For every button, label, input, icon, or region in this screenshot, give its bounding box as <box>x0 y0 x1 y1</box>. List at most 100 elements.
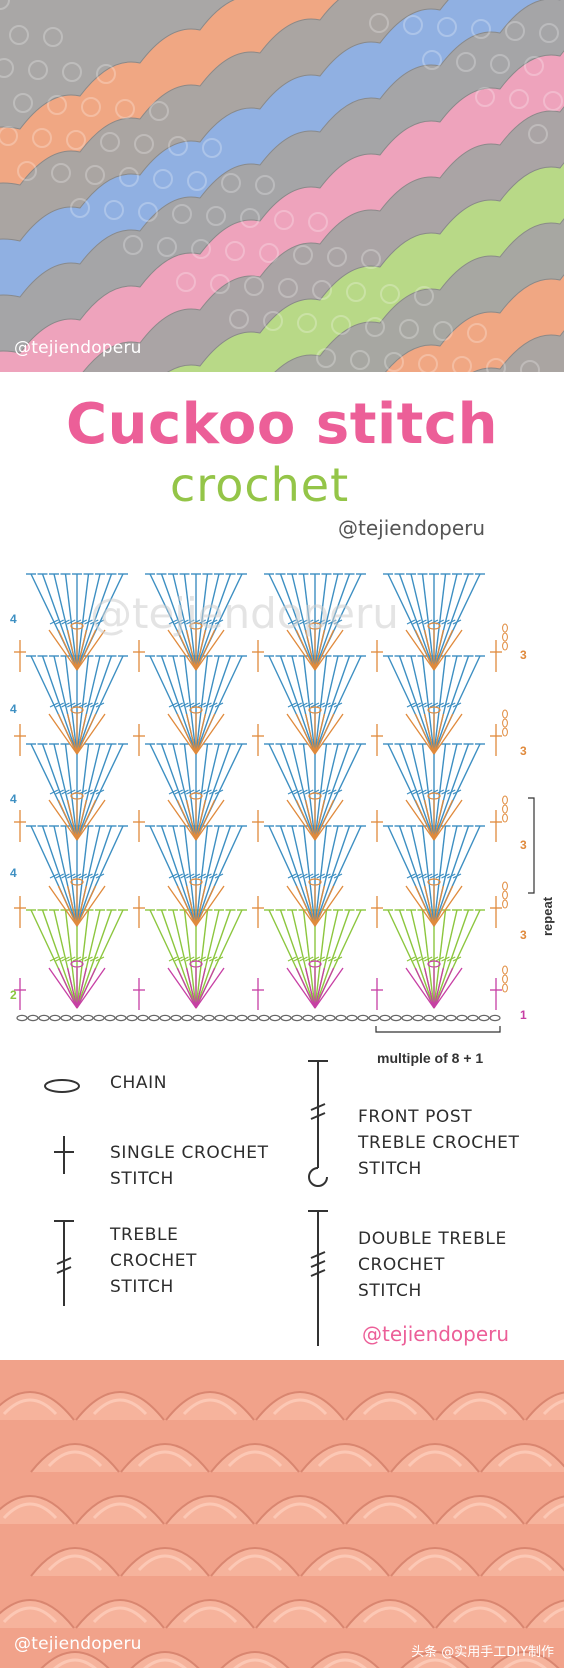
inner-fan-stitch <box>57 967 78 1009</box>
chain-stitch <box>308 878 322 886</box>
inner-fan-stitch <box>48 799 78 841</box>
chain-stitch <box>423 1014 435 1022</box>
fan-stitch-tick <box>423 956 433 962</box>
inner-fan-stitch <box>405 629 435 671</box>
shell-highlight <box>272 1502 328 1520</box>
inner-fan-stitch <box>57 713 78 755</box>
chain-stitch <box>170 1014 182 1022</box>
chain-stitch <box>379 1014 391 1022</box>
stitch-texture <box>327 247 347 267</box>
inner-fan-stitch <box>167 629 197 671</box>
inner-fan-stitch <box>314 629 335 671</box>
inner-fan-stitch <box>314 885 325 927</box>
chain-stitch <box>489 1014 501 1022</box>
inner-fan-stitch <box>314 629 344 671</box>
repeat-label: repeat <box>540 896 555 936</box>
inner-fan-stitch <box>48 967 78 1009</box>
inner-fan-stitch <box>195 885 206 927</box>
shell-stitch <box>435 1391 525 1421</box>
inner-fan-stitch <box>286 713 316 755</box>
stitch-texture <box>96 64 116 84</box>
fan-stitch-tick <box>174 789 184 795</box>
inner-fan-stitch <box>195 885 225 927</box>
shell-stitch <box>390 1547 480 1577</box>
fan-stitch-tick <box>208 873 218 879</box>
stitch-texture <box>115 99 135 119</box>
fan-stitch-tick <box>89 873 99 879</box>
chain-stitch <box>225 1014 237 1022</box>
turning-chain <box>502 641 508 651</box>
fan-stitch-tick <box>322 956 331 962</box>
stitch-texture <box>543 91 563 111</box>
stitch-texture <box>524 56 544 76</box>
fan-stitch-tick <box>322 789 331 795</box>
shell-stitch <box>300 1443 390 1473</box>
shell-highlight <box>137 1450 193 1468</box>
stitch-texture <box>384 352 404 372</box>
turning-chain <box>502 795 508 805</box>
row-label-right-5: 1 <box>520 1008 527 1022</box>
inner-fan-stitch <box>433 967 454 1009</box>
shell-stitch <box>255 1495 345 1525</box>
shell-highlight <box>2 1502 58 1520</box>
chain-stitch <box>247 1014 259 1022</box>
fan-stitch-tick <box>168 702 178 708</box>
inner-fan-stitch <box>424 713 435 755</box>
shell-stitch <box>75 1599 165 1629</box>
shell-highlight <box>452 1502 508 1520</box>
chain-stitch <box>308 792 322 800</box>
fan-stitch-tick <box>208 956 218 962</box>
fan-stitch-tick <box>287 619 297 625</box>
inner-fan-stitch <box>314 885 344 927</box>
top-photo: @tejiendoperu <box>0 0 564 372</box>
row-label-left-2: 4 <box>10 702 17 716</box>
fan-stitch-tick <box>441 873 450 879</box>
stitch-diagram-svg: @tejiendoperu <box>14 573 535 1033</box>
shell-highlight <box>497 1450 553 1468</box>
inner-fan-stitch <box>314 967 325 1009</box>
shell-stitch <box>525 1391 564 1421</box>
inner-fan-stitch <box>295 885 316 927</box>
inner-fan-stitch <box>67 799 78 841</box>
fan-stitch-tick <box>214 956 224 962</box>
fan-stitch-tick <box>406 702 416 708</box>
fan-stitch-tick <box>89 619 99 625</box>
shell-stitch <box>345 1391 435 1421</box>
stitch-texture <box>456 52 476 72</box>
shell-highlight <box>2 1606 58 1624</box>
fan-stitch-tick <box>327 789 337 795</box>
inner-fan-stitch <box>286 967 316 1009</box>
inner-fan-stitch <box>57 799 78 841</box>
fan-stitch-tick <box>316 873 326 879</box>
page-title: Cuckoo stitch <box>66 392 498 457</box>
fan-stitch-tick <box>310 956 320 962</box>
chain-stitch <box>38 1014 50 1022</box>
inner-fan-stitch <box>176 799 197 841</box>
inner-fan-stitch <box>433 967 444 1009</box>
turning-chain <box>502 623 508 633</box>
fan-stitch-tick <box>327 702 337 708</box>
stitch-texture <box>191 239 211 259</box>
inner-fan-stitch <box>57 629 78 671</box>
shell-highlight <box>47 1450 103 1468</box>
stitch-texture <box>475 87 495 107</box>
stitch-texture <box>187 171 207 191</box>
stitch-texture <box>365 317 385 337</box>
fan-stitch-tick <box>304 873 314 879</box>
inner-fan-stitch <box>195 885 216 927</box>
fan-stitch-tick <box>49 873 59 879</box>
fan-stitch-tick <box>287 956 297 962</box>
inner-fan-stitch <box>195 629 216 671</box>
fan-stitch-tick <box>208 619 218 625</box>
stitch-texture <box>0 126 18 146</box>
stitch-diagram: @tejiendoperu <box>0 548 564 1053</box>
chain-stitch <box>126 1014 138 1022</box>
stitch-texture <box>259 243 279 263</box>
multiple-bracket <box>375 1026 501 1033</box>
fan-stitch-tick <box>208 702 218 708</box>
shell-highlight <box>497 1554 553 1572</box>
stitch-texture <box>51 163 71 183</box>
shell-highlight <box>407 1554 463 1572</box>
fan-stitch-tick <box>322 702 331 708</box>
fan-stitch-tick <box>214 702 224 708</box>
